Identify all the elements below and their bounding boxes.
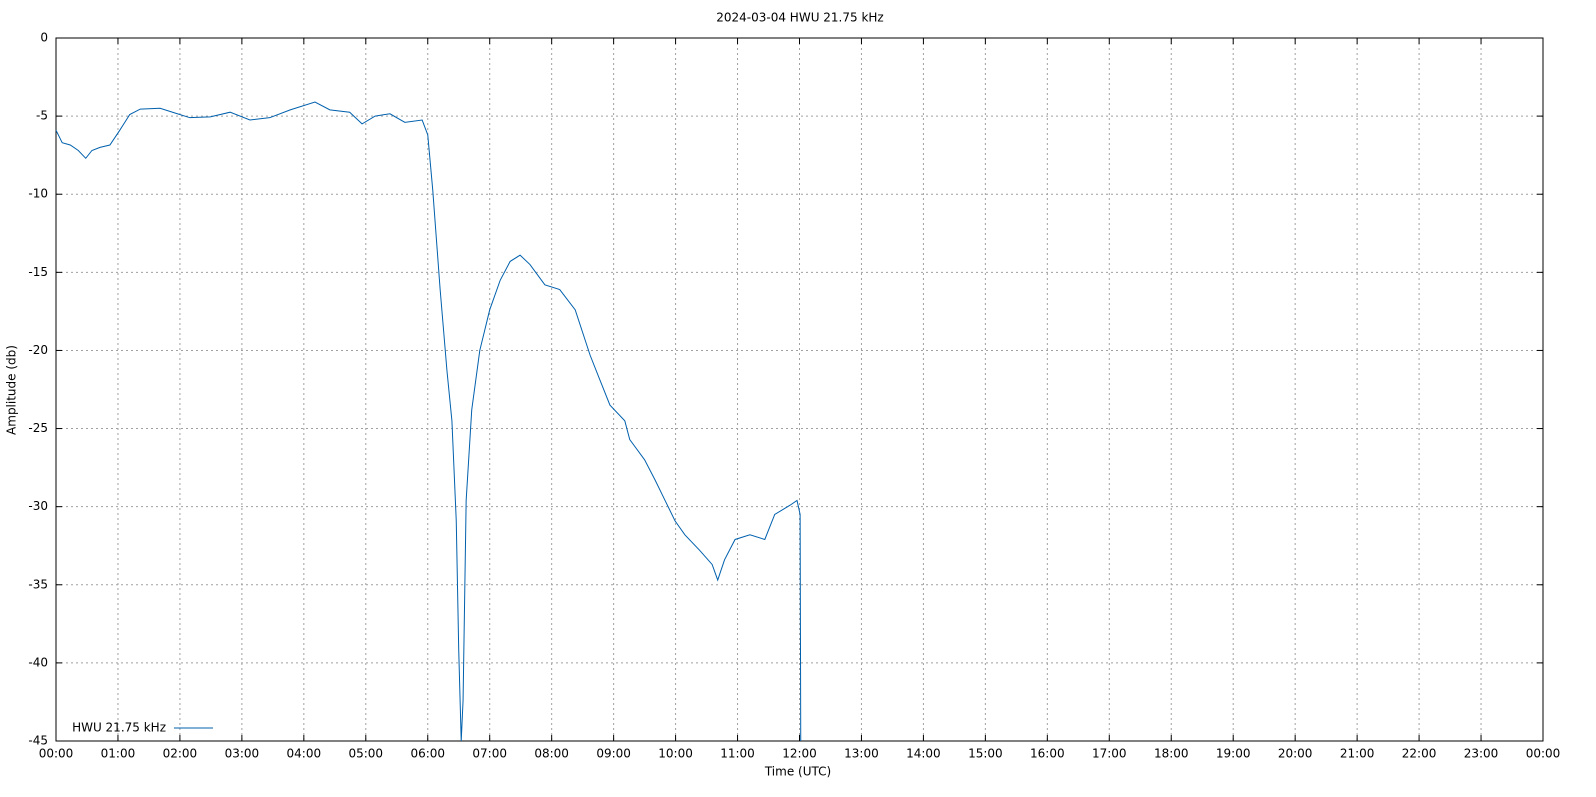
y-tick-label: -45 (28, 734, 48, 748)
y-tick-label: -40 (28, 655, 48, 669)
x-tick-label: 01:00 (101, 747, 136, 761)
x-tick-label: 18:00 (1154, 747, 1189, 761)
x-tick-label: 14:00 (906, 747, 941, 761)
x-tick-label: 06:00 (410, 747, 445, 761)
plot-frame (55, 37, 1544, 742)
y-tick-label: -35 (28, 577, 48, 591)
x-tick-label: 08:00 (534, 747, 569, 761)
y-tick-label: 0 (40, 31, 48, 45)
x-tick-label: 15:00 (968, 747, 1003, 761)
x-tick-label: 03:00 (225, 747, 260, 761)
legend-label: HWU 21.75 kHz (72, 721, 166, 735)
x-tick-label: 20:00 (1278, 747, 1313, 761)
x-tick-label: 12:00 (782, 747, 817, 761)
x-tick-label: 13:00 (844, 747, 879, 761)
x-tick-label: 04:00 (287, 747, 322, 761)
x-tick-label: 22:00 (1402, 747, 1437, 761)
x-tick-label: 17:00 (1092, 747, 1127, 761)
x-tick-label: 07:00 (472, 747, 507, 761)
x-tick-label: 09:00 (596, 747, 631, 761)
x-tick-label: 00:00 (39, 747, 74, 761)
y-tick-label: -5 (36, 109, 48, 123)
x-tick-label: 10:00 (658, 747, 693, 761)
x-tick-label: 16:00 (1030, 747, 1065, 761)
y-tick-label: -15 (28, 265, 48, 279)
x-tick-label: 23:00 (1464, 747, 1499, 761)
x-axis-label: Time (UTC) (764, 765, 831, 779)
x-tick-label: 05:00 (348, 747, 383, 761)
y-axis-label: Amplitude (db) (5, 345, 19, 435)
y-tick-label: -10 (28, 187, 48, 201)
x-tick-label: 11:00 (720, 747, 755, 761)
chart-title: 2024-03-04 HWU 21.75 kHz (716, 11, 883, 25)
y-tick-label: -25 (28, 421, 48, 435)
data-line (55, 101, 802, 742)
x-tick-label: 00:00 (1526, 747, 1561, 761)
x-tick-label: 21:00 (1340, 747, 1375, 761)
x-tick-label: 02:00 (163, 747, 198, 761)
y-tick-label: -20 (28, 343, 48, 357)
y-tick-label: -30 (28, 499, 48, 513)
x-tick-label: 19:00 (1216, 747, 1251, 761)
